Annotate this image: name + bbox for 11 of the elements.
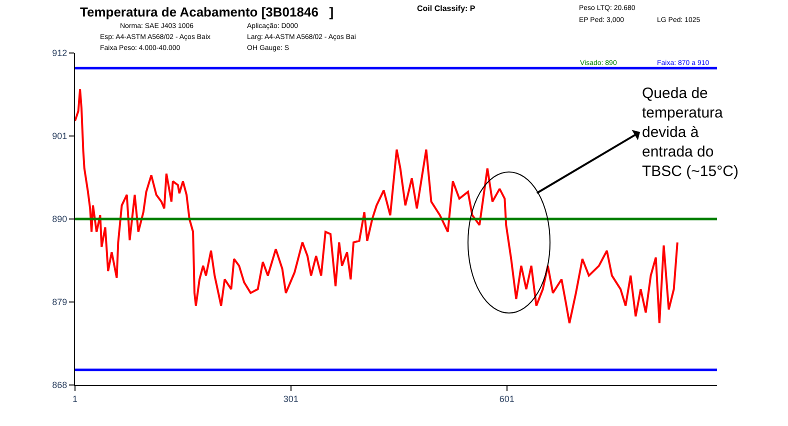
x-tick-label: 1 [72, 394, 78, 404]
text: Coil Classify: P [417, 4, 476, 13]
x-tick-label: 301 [283, 394, 298, 404]
y-tick-label: 868 [52, 380, 68, 390]
annotation: Queda de temperatura devida à entrada do TBSC (~15°C) [642, 85, 738, 180]
y-tick-label: 879 [52, 297, 68, 308]
chart-title: Temperatura de Acabamento [3B01846 ] [80, 4, 334, 20]
y-tick-label: 890 [52, 214, 68, 224]
y-tick-label: 912 [52, 48, 68, 58]
x-tick-label: 601 [499, 394, 514, 404]
y-tick-label: 901 [52, 131, 68, 142]
